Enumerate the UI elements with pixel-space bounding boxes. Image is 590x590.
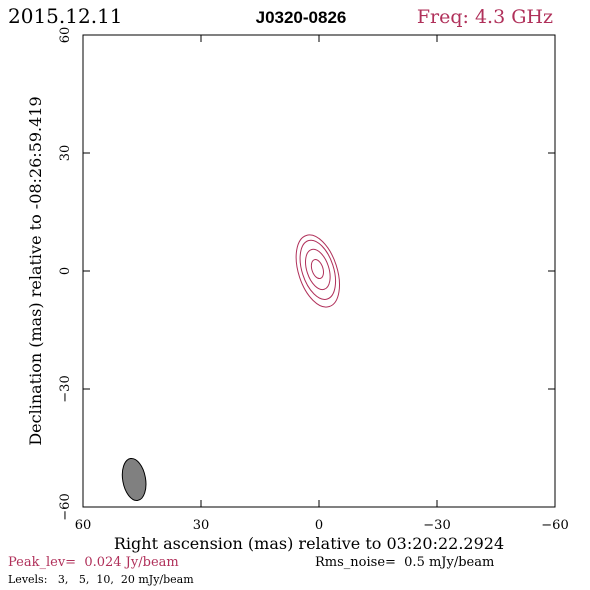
y-tick-labels: −60 −30 0 30 60 [58,27,73,521]
y-axis-label: Declination (mas) relative to -08:26:59.… [26,96,45,445]
y-tick-label: 60 [58,27,73,44]
contour-level-3 [295,234,340,308]
x-tick-label: −60 [541,518,568,533]
observation-date: 2015.12.11 [8,4,123,28]
contour-level-20 [310,259,324,280]
beam-ellipse [121,457,147,501]
axis-ticks [82,34,556,508]
beam-ellipse-group [121,457,147,501]
y-tick-label: 0 [58,267,73,275]
x-tick-label: 60 [75,518,92,533]
peak-level: Peak_lev= 0.024 Jy/beam [8,555,179,570]
y-tick-label: −30 [58,375,73,402]
rms-noise: Rms_noise= 0.5 mJy/beam [315,555,494,570]
contour-level-5 [299,239,337,300]
x-tick-labels: 60 30 0 −30 −60 [75,518,569,533]
x-tick-label: −30 [423,518,450,533]
y-tick-label: −60 [58,493,73,520]
frequency-label: Freq: 4.3 GHz [417,6,553,28]
plot-frame [82,34,556,508]
y-tick-label: 30 [58,145,73,162]
x-tick-label: 30 [193,518,210,533]
x-tick-label: 0 [315,518,323,533]
contour-level-10 [305,248,331,291]
contour-levels: Levels: 3, 5, 10, 20 mJy/beam [8,573,194,586]
contour-group [295,234,340,308]
x-axis-label: Right ascension (mas) relative to 03:20:… [114,534,504,553]
source-name: J0320-0826 [256,8,347,27]
